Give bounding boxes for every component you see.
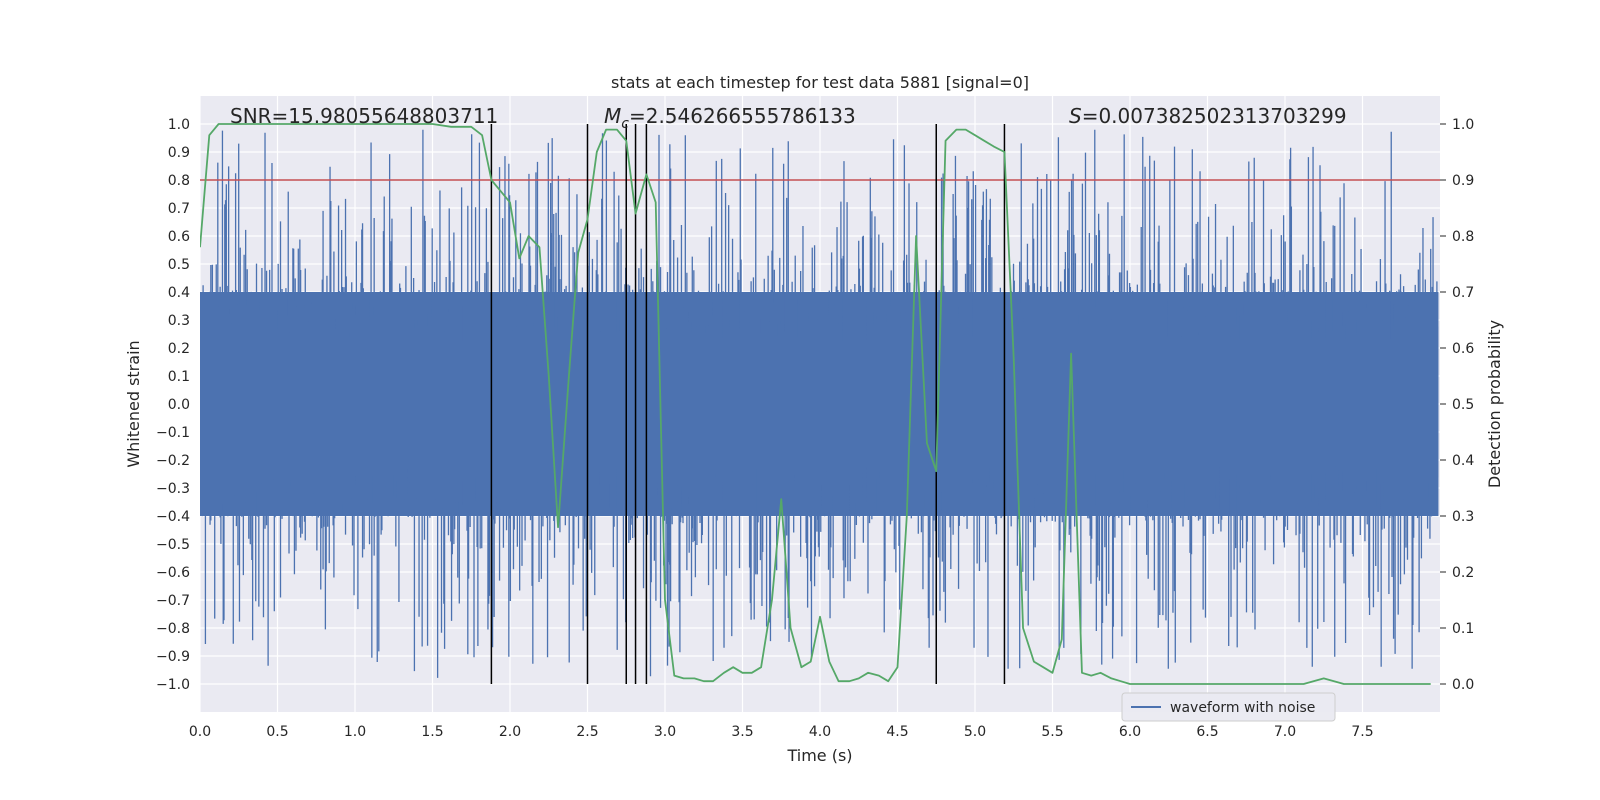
x-tick-label: 5.5 — [1041, 724, 1063, 740]
x-tick-label: 0.0 — [189, 724, 211, 740]
chirp-mass-subscript: c — [621, 116, 629, 132]
y-tick-label-left: 0.7 — [168, 201, 190, 217]
y-axis-label-right: Detection probability — [1485, 320, 1504, 488]
x-tick-label: 6.5 — [1196, 724, 1218, 740]
y-tick-label-left: −0.1 — [156, 425, 190, 441]
y-tick-label-left: 0.8 — [168, 173, 190, 189]
y-tick-label-right: 0.3 — [1452, 509, 1474, 525]
x-tick-label: 5.0 — [964, 724, 986, 740]
y-tick-label-left: 0.9 — [168, 145, 190, 161]
chirp-mass-annotation: Mc=2.546266555786133 — [604, 104, 856, 132]
x-tick-label: 0.5 — [266, 724, 288, 740]
y-tick-label-left: −0.3 — [156, 481, 190, 497]
legend: waveform with noise — [1121, 692, 1336, 722]
s-symbol: S — [1069, 104, 1082, 128]
x-tick-label: 1.5 — [421, 724, 443, 740]
plot-layer — [200, 123, 1440, 685]
y-tick-label-right: 0.2 — [1452, 565, 1474, 581]
y-tick-label-left: −0.8 — [156, 621, 190, 637]
strain-waveform-line — [200, 129, 1439, 678]
x-tick-label: 7.5 — [1351, 724, 1373, 740]
y-axis-label-left: Whitened strain — [124, 340, 143, 467]
y-tick-label-left: 0.6 — [168, 229, 190, 245]
y-tick-label-left: 0.5 — [168, 257, 190, 273]
x-tick-label: 3.0 — [654, 724, 676, 740]
y-tick-label-right: 0.4 — [1452, 453, 1474, 469]
axes: 0.0 0.5 1.0 1.5 2.0 2.5 3.0 3.5 4.0 4.5 5.0 5.5 6.0 6… — [156, 117, 1474, 740]
y-tick-label-left: 0.0 — [168, 397, 190, 413]
x-tick-label: 4.0 — [809, 724, 831, 740]
snr-annotation: SNR=15.98055648803711 — [230, 104, 498, 128]
x-tick-label: 2.0 — [499, 724, 521, 740]
chirp-mass-value: =2.546266555786133 — [629, 104, 856, 128]
x-tick-label: 4.5 — [886, 724, 908, 740]
y-tick-label-left: −1.0 — [156, 677, 190, 693]
s-annotation: S=0.007382502313703299 — [1069, 104, 1347, 128]
legend-box — [1121, 692, 1336, 722]
x-tick-label: 7.0 — [1274, 724, 1296, 740]
y-tick-label-left: 0.1 — [168, 369, 190, 385]
x-axis-label: Time (s) — [786, 746, 852, 765]
y-tick-label-right: 0.0 — [1452, 677, 1474, 693]
chart-title: stats at each timestep for test data 588… — [611, 73, 1029, 92]
y-tick-label-right: 0.6 — [1452, 341, 1474, 357]
y-tick-label-right: 0.5 — [1452, 397, 1474, 413]
x-tick-label: 6.0 — [1119, 724, 1141, 740]
y-tick-label-left: −0.5 — [156, 537, 190, 553]
y-tick-label-left: −0.6 — [156, 565, 190, 581]
y-tick-label-left: 0.3 — [168, 313, 190, 329]
y-tick-label-right: 0.8 — [1452, 229, 1474, 245]
y-tick-label-left: 1.0 — [168, 117, 190, 133]
y-tick-label-right: 0.7 — [1452, 285, 1474, 301]
y-tick-label-left: −0.2 — [156, 453, 190, 469]
x-tick-label: 3.5 — [731, 724, 753, 740]
y-tick-label-right: 0.9 — [1452, 173, 1474, 189]
y-tick-label-left: 0.2 — [168, 341, 190, 357]
y-tick-label-left: −0.4 — [156, 509, 190, 525]
chirp-mass-symbol: M — [604, 104, 621, 128]
s-value: =0.007382502313703299 — [1082, 104, 1347, 128]
y-tick-label-left: −0.7 — [156, 593, 190, 609]
probability-line — [200, 123, 1431, 685]
legend-label: waveform with noise — [1170, 700, 1315, 716]
x-tick-label: 1.0 — [344, 724, 366, 740]
x-tick-label: 2.5 — [576, 724, 598, 740]
y-tick-label-left: 0.4 — [168, 285, 190, 301]
y-tick-label-right: 0.1 — [1452, 621, 1474, 637]
y-tick-label-right: 1.0 — [1452, 117, 1474, 133]
y-tick-label-left: −0.9 — [156, 649, 190, 665]
